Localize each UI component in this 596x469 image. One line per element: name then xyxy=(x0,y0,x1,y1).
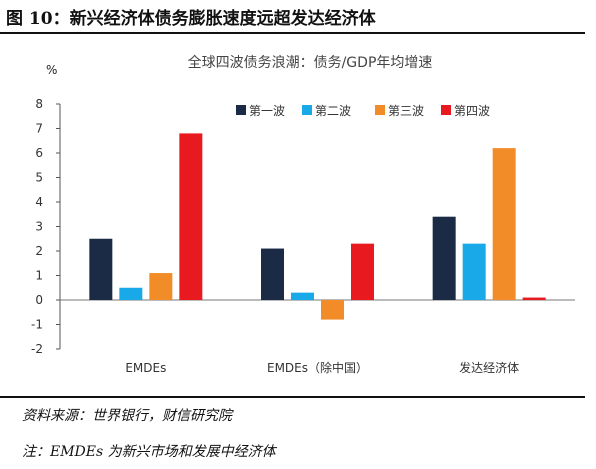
y-tick-label: 4 xyxy=(35,195,43,209)
legend-swatch-1 xyxy=(236,105,246,115)
bar-2-3 xyxy=(462,243,486,300)
bar-2-2 xyxy=(291,292,314,300)
legend-swatch-3 xyxy=(375,105,385,115)
source-note: 资料来源：世界银行，财信研究院 xyxy=(22,408,232,424)
y-tick-label: 5 xyxy=(35,171,43,185)
bottom-rule xyxy=(0,396,585,398)
bar-3-1 xyxy=(149,273,173,300)
bar-4-1 xyxy=(179,133,203,300)
chart-title: 全球四波债务浪潮：债务/GDP年均增速 xyxy=(188,54,433,71)
legend-label-2: 第二波 xyxy=(315,104,351,118)
bar-1-3 xyxy=(432,216,456,300)
bar-chart: 全球四波债务浪潮：债务/GDP年均增速% -2 -1 0 1 2 3 4 5 6 7 8 第一波 第二… xyxy=(31,54,575,375)
legend-label-1: 第一波 xyxy=(249,104,285,118)
footnote: 注：EMDEs 为新兴市场和发展中经济体 xyxy=(22,444,276,460)
y-tick-label: 3 xyxy=(35,220,43,234)
x-category-label: EMDEs xyxy=(125,361,166,375)
legend-label-3: 第三波 xyxy=(388,104,424,118)
y-axis-unit: % xyxy=(46,63,57,77)
y-tick-label: 2 xyxy=(35,244,43,258)
bar-3-2 xyxy=(321,300,344,320)
x-category-label: 发达经济体 xyxy=(459,360,519,375)
y-tick-label: 0 xyxy=(35,293,43,307)
y-tick-label: 1 xyxy=(35,269,43,283)
bar-4-3 xyxy=(522,297,546,300)
bar-2-1 xyxy=(119,287,143,300)
figure-title: 图 10：新兴经济体债务膨胀速度远超发达经济体 xyxy=(6,9,376,29)
y-tick-label: 8 xyxy=(35,97,43,111)
top-rule xyxy=(0,32,585,34)
bar-1-2 xyxy=(261,248,284,300)
bar-4-2 xyxy=(351,243,374,300)
y-tick-label: 6 xyxy=(35,146,43,160)
bar-3-3 xyxy=(492,148,516,300)
y-tick-label: 7 xyxy=(35,122,43,136)
x-category-label: EMDEs（除中国） xyxy=(267,360,368,375)
legend-swatch-4 xyxy=(441,105,451,115)
legend-swatch-2 xyxy=(302,105,312,115)
y-tick-label: -1 xyxy=(31,318,43,332)
bar-1-1 xyxy=(89,238,113,300)
legend-label-4: 第四波 xyxy=(454,104,490,118)
y-tick-label: -2 xyxy=(31,342,43,356)
